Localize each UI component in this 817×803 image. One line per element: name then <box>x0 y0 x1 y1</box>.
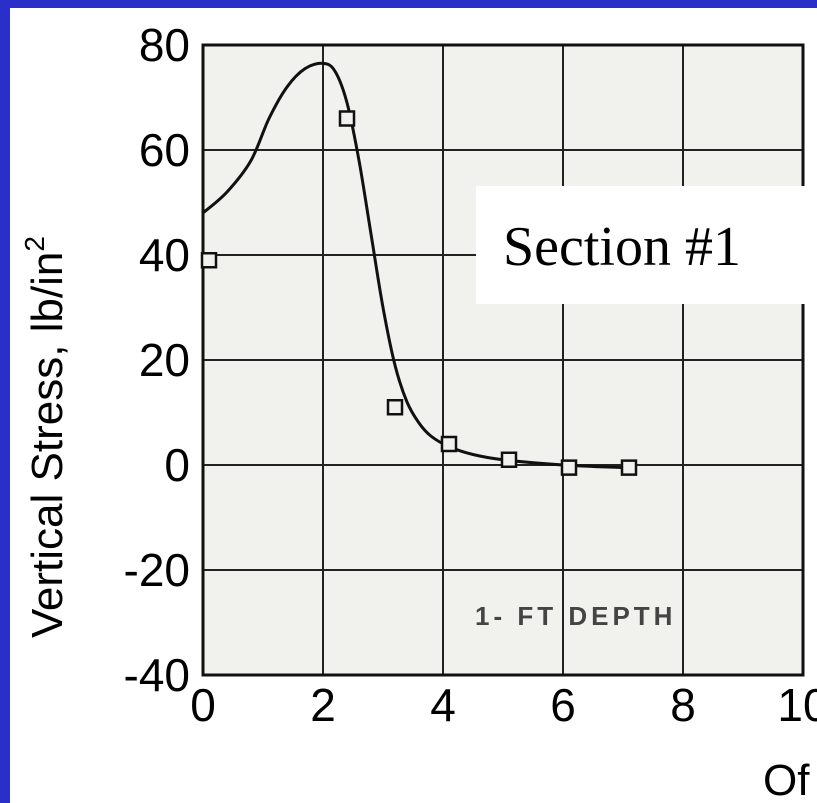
data-point <box>440 435 458 453</box>
data-point <box>620 459 638 476</box>
plot-border <box>201 43 805 677</box>
x-tick-label: 10 <box>777 679 817 731</box>
x-tick-label: 4 <box>430 679 456 731</box>
x-tick-labels: 0 2 4 6 8 10 <box>190 679 817 731</box>
y-axis-label: Vertical Stress, lb/in2 <box>19 236 72 638</box>
y-tick-label: 80 <box>139 19 190 71</box>
x-tick-label: 0 <box>190 679 216 731</box>
stress-curve <box>202 61 624 470</box>
y-tick-label: -20 <box>124 544 190 596</box>
title-box <box>476 186 817 304</box>
data-point <box>560 459 578 476</box>
depth-annotation: 1- FT DEPTH <box>475 601 676 631</box>
chart-title: Section #1 <box>503 216 741 278</box>
data-point <box>338 110 356 127</box>
y-tick-labels: 80 60 40 20 0 -20 -40 <box>124 19 190 701</box>
curve-layer <box>202 61 624 470</box>
chart-frame: 80 60 40 20 0 -20 -40 0 2 4 6 8 10 Vertical Stress,… <box>10 8 817 803</box>
data-point <box>200 252 218 269</box>
y-tick-label: 20 <box>139 334 190 386</box>
y-tick-label: 40 <box>139 229 190 281</box>
x-axis-label-partial: Of <box>763 756 810 803</box>
x-tick-label: 2 <box>310 679 336 731</box>
y-tick-label: 0 <box>164 439 190 491</box>
data-points <box>200 110 638 476</box>
vertical-stress-chart: 80 60 40 20 0 -20 -40 0 2 4 6 8 10 Vertical Stress,… <box>19 19 817 803</box>
x-tick-label: 6 <box>550 679 576 731</box>
data-point <box>500 451 518 468</box>
x-tick-label: 8 <box>670 679 696 731</box>
y-tick-label: -40 <box>124 649 190 701</box>
y-axis-label-text: Vertical Stress, lb/in <box>23 252 72 638</box>
y-axis-label-superscript: 2 <box>19 236 50 252</box>
data-point <box>386 399 404 416</box>
y-tick-label: 60 <box>139 124 190 176</box>
